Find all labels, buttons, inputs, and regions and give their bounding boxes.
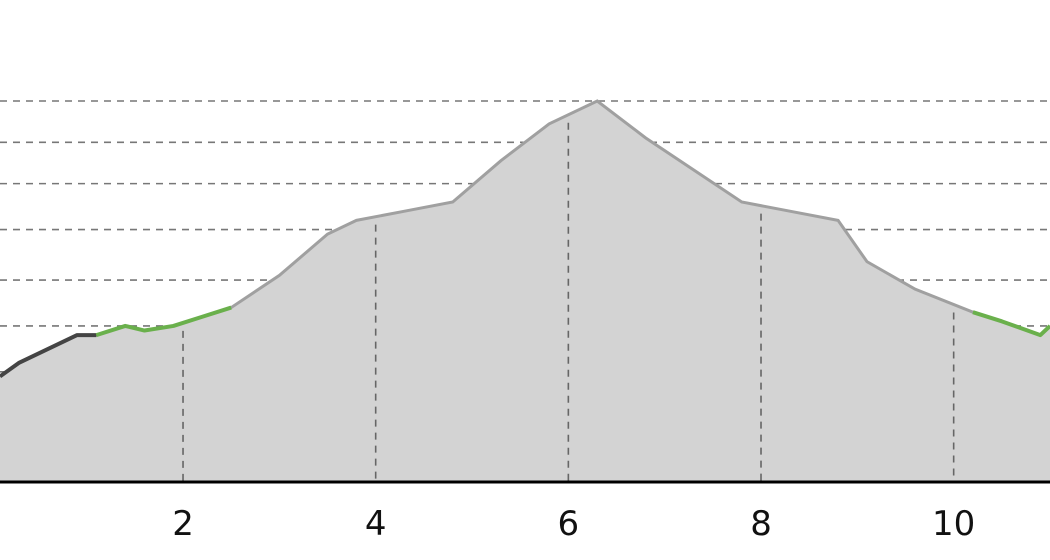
profile-area-layer xyxy=(0,99,1050,482)
x-tick-label: 4 xyxy=(365,504,387,544)
profile-area xyxy=(0,101,1050,482)
x-tick-label: 2 xyxy=(172,504,194,544)
x-tick-labels: 2 4 6 8 10 xyxy=(172,504,975,544)
x-tick-label: 8 xyxy=(750,504,772,544)
x-tick-label: 6 xyxy=(558,504,580,544)
highlight-segment xyxy=(95,305,232,338)
highlight-segment xyxy=(0,333,97,379)
highlight-segment xyxy=(972,310,1050,338)
highlight-segments xyxy=(0,305,1050,379)
vertical-gridlines xyxy=(182,122,955,482)
x-tick-label: 10 xyxy=(932,504,975,544)
